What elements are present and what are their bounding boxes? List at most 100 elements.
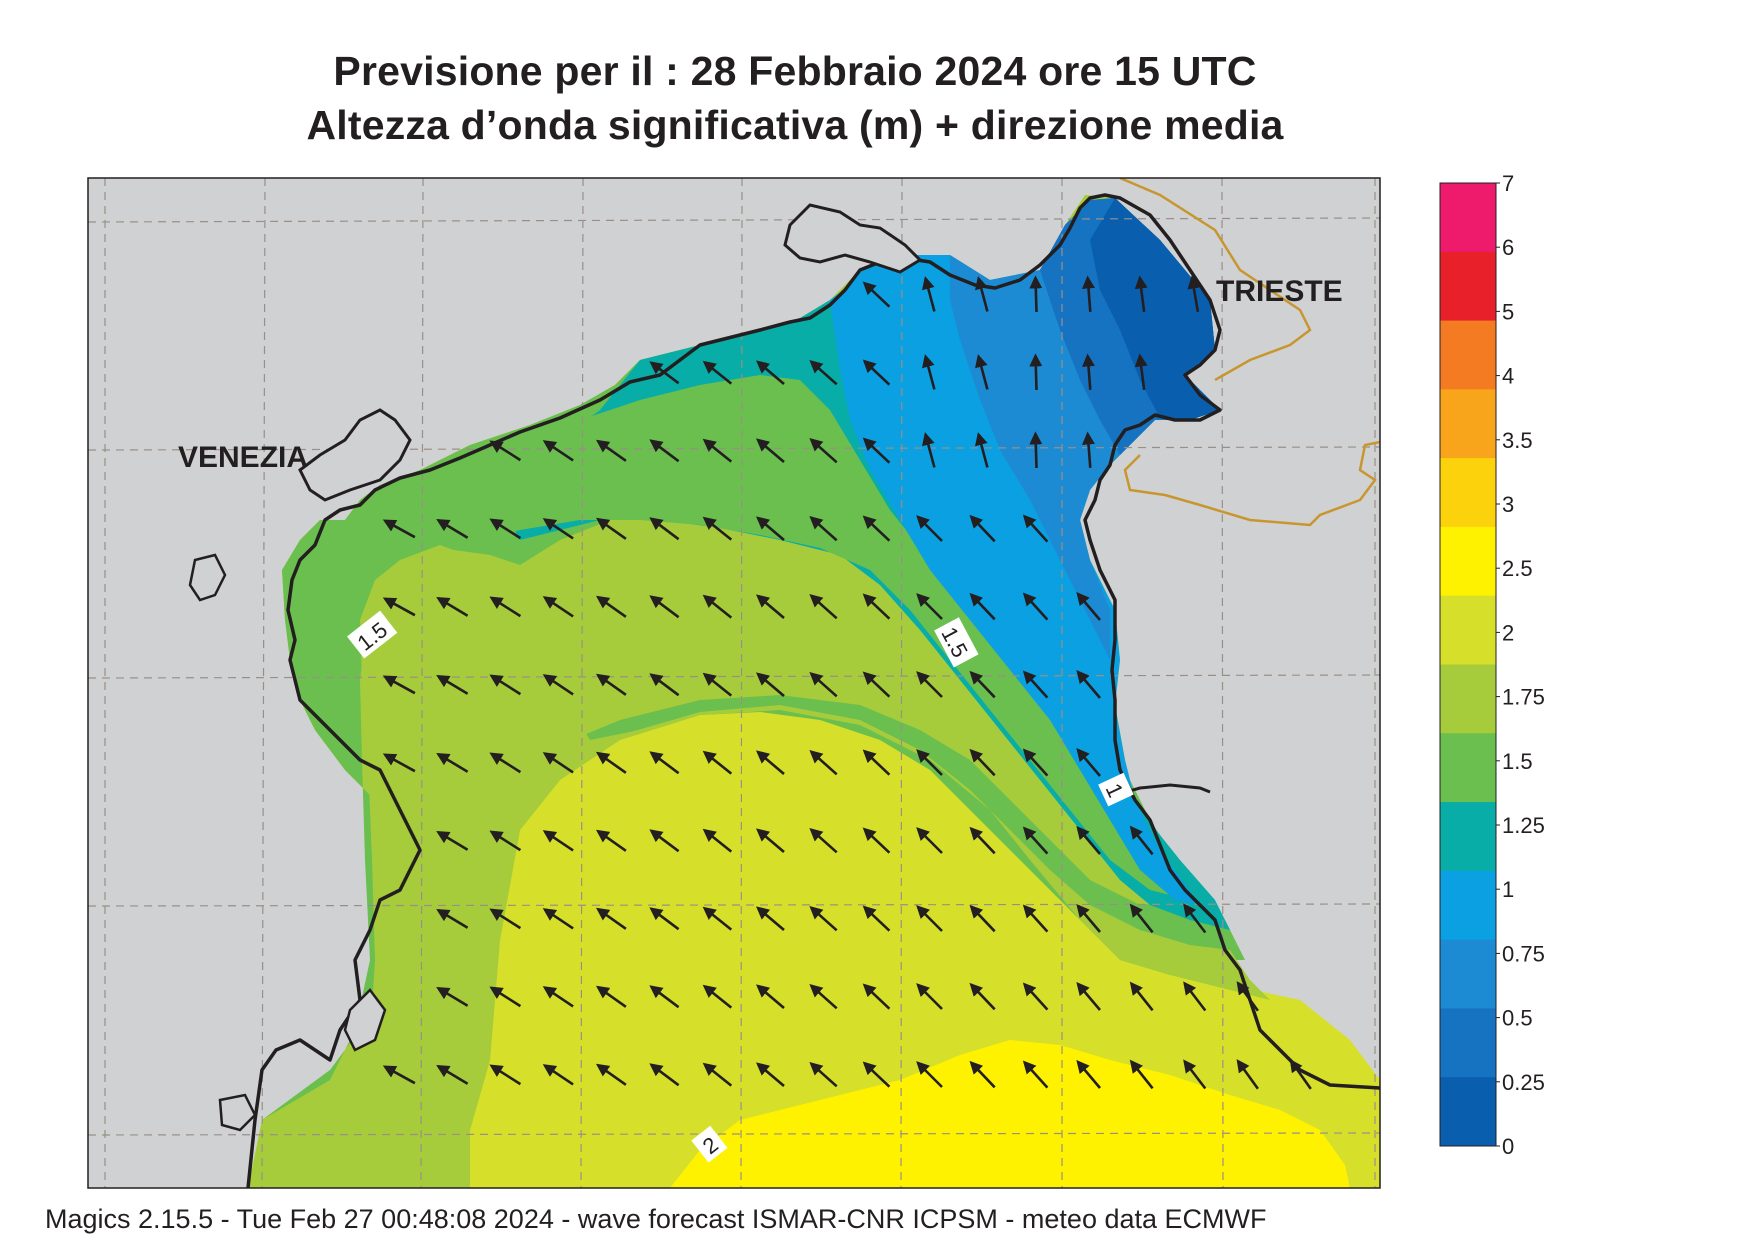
wave-direction-arrow (595, 595, 627, 618)
wave-direction-arrow (1129, 825, 1154, 856)
wave-direction-arrow (916, 671, 943, 698)
legend-swatch (1440, 320, 1496, 390)
wave-direction-arrow (649, 907, 680, 931)
wave-direction-arrow (756, 438, 785, 463)
wave-direction-arrow (916, 827, 943, 854)
wave-direction-arrow (1129, 903, 1154, 934)
wave-direction-arrow (969, 592, 996, 621)
wave-direction-arrow (1076, 592, 1101, 621)
wave-direction-arrow (489, 908, 522, 930)
wave-direction-arrow (489, 986, 522, 1008)
wave-direction-arrow (489, 674, 522, 696)
wave-direction-arrow (809, 437, 838, 464)
wave-direction-arrow (756, 594, 785, 619)
wave-direction-arrow (489, 1064, 522, 1086)
wave-direction-arrow (542, 674, 574, 696)
wave-direction-arrow (542, 830, 574, 852)
wave-direction-arrow (542, 596, 574, 618)
graticule (88, 178, 1380, 1188)
wave-direction-arrow (809, 905, 838, 932)
wave-direction-arrow (1082, 275, 1095, 312)
wave-direction-arrow (1129, 1059, 1154, 1090)
wave-direction-arrow (862, 437, 891, 464)
wave-direction-arrow (809, 1061, 838, 1088)
wave-direction-arrow (702, 594, 733, 619)
wave-direction-arrow (436, 518, 469, 539)
legend-tick-label: 1 (1502, 877, 1514, 902)
wave-direction-arrow (756, 906, 785, 931)
wave-direction-arrow (489, 596, 522, 618)
legend-swatch (1440, 526, 1496, 597)
wave-direction-arrow (1082, 431, 1095, 468)
legend-swatch (1440, 733, 1496, 803)
wave-direction-arrow (595, 1063, 627, 1086)
wave-direction-arrow (862, 983, 891, 1010)
wave-direction-arrow (969, 1060, 996, 1089)
coast-island-north (783, 203, 923, 274)
wave-direction-arrow (382, 519, 416, 539)
wave-direction-arrow (1076, 670, 1101, 699)
wave-direction-arrow (436, 986, 469, 1007)
legend-tick-label: 0.5 (1502, 1006, 1533, 1031)
legend-tick-label: 6 (1502, 235, 1514, 260)
wave-direction-arrow (1029, 431, 1043, 469)
wave-direction-arrow (1022, 592, 1049, 621)
wave-direction-arrow (756, 750, 785, 775)
wave-direction-arrow (542, 986, 574, 1008)
city-label-venezia: VENEZIA (178, 441, 308, 474)
wave-direction-arrow (862, 593, 891, 620)
contour-label-3: 1 (1098, 772, 1134, 807)
wave-direction-arrow (1183, 903, 1207, 934)
wave-direction-arrow (595, 751, 627, 774)
wave-direction-arrow (1129, 981, 1154, 1012)
wave-direction-arrow (756, 672, 785, 697)
wave-direction-arrow (862, 749, 891, 776)
coast-islet-2 (218, 1093, 257, 1132)
wave-direction-arrow (1076, 748, 1101, 777)
wave-direction-arrow (1022, 670, 1049, 699)
color-legend: 7 6 5 4 3.5 3 2.5 2 1.75 1.5 1.25 1 0.75 0.5 0.25 0 (1439, 171, 1545, 1159)
wave-direction-arrow (916, 983, 943, 1010)
wave-direction-arrow (809, 515, 838, 542)
wave-direction-arrow (436, 674, 469, 695)
wave-direction-arrow (702, 438, 733, 463)
legend-tick-label: 1.25 (1502, 813, 1545, 838)
wave-direction-arrow (809, 359, 838, 386)
wave-direction-arrow (916, 593, 943, 620)
wave-direction-arrow (1022, 1060, 1049, 1089)
wave-direction-arrow (756, 1062, 785, 1087)
wave-direction-arrow (649, 1063, 680, 1087)
wave-direction-arrow (1022, 748, 1049, 777)
wave-direction-arrow (922, 354, 936, 390)
wave-direction-arrow (975, 432, 989, 468)
zone-1-25-band (440, 375, 1190, 900)
wave-direction-arrow (542, 1064, 574, 1086)
wave-direction-arrow (382, 1065, 416, 1085)
wave-direction-arrow (489, 830, 522, 852)
wave-direction-arrow (862, 827, 891, 854)
wave-direction-arrow (1289, 1058, 1312, 1090)
wave-direction-arrow (702, 516, 733, 541)
title-line-2: Altezza d’onda significativa (m) + direz… (306, 102, 1284, 148)
coastline (246, 193, 1380, 1188)
wave-direction-arrow (1022, 826, 1049, 855)
wave-direction-arrow (382, 597, 416, 617)
wave-direction-arrow (1236, 981, 1259, 1012)
map-area: 1.5 1.5 1 2 VENEZIA TRIESTE (88, 178, 1380, 1188)
legend-swatch (1440, 870, 1496, 941)
wave-direction-arrow (1029, 353, 1043, 391)
legend-swatch (1440, 251, 1496, 322)
wave-direction-arrow (382, 753, 416, 773)
legend-tick-label: 0 (1502, 1134, 1514, 1159)
wave-direction-arrow (649, 439, 680, 463)
legend-tick-label: 3 (1502, 492, 1514, 517)
wave-direction-arrow (649, 361, 680, 385)
wave-direction-arrow (862, 359, 891, 386)
zone-2 (670, 1040, 1350, 1188)
legend-tick-label: 2.5 (1502, 556, 1533, 581)
legend-swatch (1440, 1077, 1496, 1147)
wave-direction-arrow (1134, 275, 1148, 313)
wave-direction-arrow (916, 515, 943, 542)
wave-direction-arrow (969, 514, 996, 543)
wave-direction-arrow (916, 749, 943, 776)
